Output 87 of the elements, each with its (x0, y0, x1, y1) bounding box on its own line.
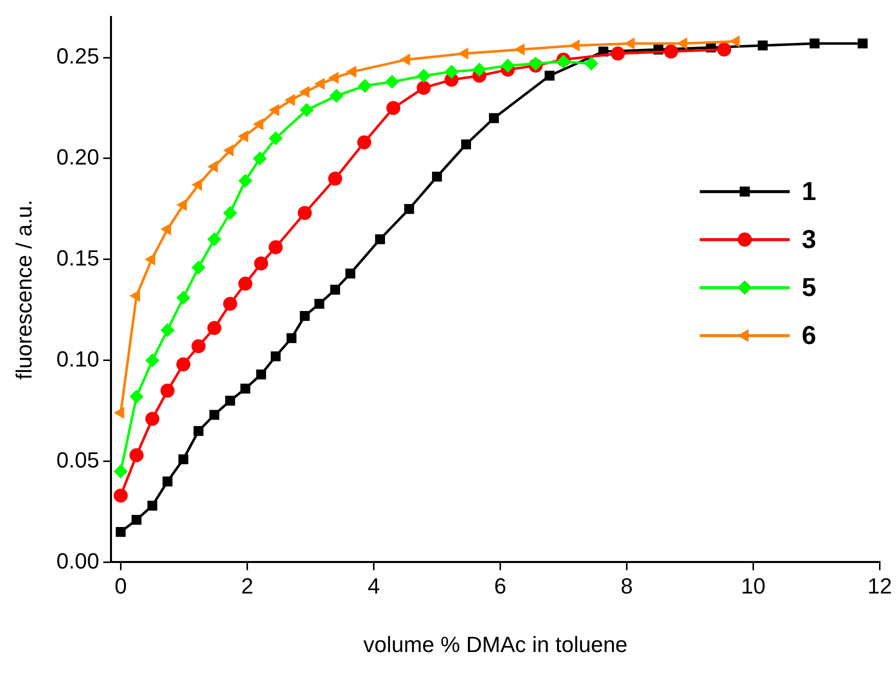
y-tick-label: 0.00 (56, 548, 100, 574)
point (810, 38, 820, 48)
point (209, 410, 220, 420)
point (252, 151, 267, 166)
point (192, 260, 206, 274)
x-axis-title: volume % DMAc in toluene (363, 632, 628, 657)
point (147, 500, 158, 511)
point (116, 526, 126, 537)
point (256, 370, 266, 380)
point (132, 514, 142, 525)
point (385, 74, 400, 89)
point (160, 223, 172, 236)
point (238, 174, 252, 188)
legend-label: 5 (802, 272, 816, 302)
point (330, 284, 340, 295)
point (178, 454, 188, 464)
point (472, 62, 486, 77)
point (758, 40, 768, 50)
point (717, 42, 732, 56)
point (194, 426, 204, 436)
point (432, 172, 442, 182)
y-tick-label: 0.20 (56, 144, 100, 170)
point (268, 240, 283, 254)
point (358, 78, 372, 93)
point (345, 268, 356, 278)
point (225, 396, 236, 406)
y-tick-label: 0.10 (56, 346, 100, 372)
point (584, 56, 598, 71)
point (416, 68, 431, 83)
point (386, 101, 400, 116)
point (130, 390, 144, 404)
point (299, 86, 310, 98)
y-tick-label: 0.05 (56, 447, 100, 472)
point (357, 135, 372, 150)
x-tick-label: 0 (114, 573, 127, 598)
point (192, 178, 202, 191)
point (176, 357, 190, 372)
y-axis-title: fluorescence / a.u. (11, 200, 36, 380)
point (114, 464, 128, 478)
point (461, 139, 472, 150)
point (207, 232, 222, 246)
legend-label: 1 (802, 176, 816, 206)
point (298, 206, 312, 220)
x-tick-label: 8 (620, 573, 633, 598)
x-tick-label: 2 (241, 573, 254, 598)
point (238, 276, 252, 291)
point (130, 448, 144, 462)
point (488, 113, 499, 124)
point (286, 333, 296, 344)
point (404, 204, 414, 214)
point (610, 46, 625, 61)
point (207, 321, 222, 336)
point (223, 296, 238, 311)
point (500, 58, 515, 73)
y-tick-label: 0.15 (56, 245, 100, 270)
point (145, 353, 160, 368)
point (314, 298, 324, 309)
point (270, 351, 281, 362)
y-tick-label: 0.25 (56, 44, 100, 69)
point (444, 64, 459, 79)
legend-label: 6 (802, 320, 816, 350)
point (328, 172, 342, 186)
point (664, 44, 678, 59)
point (160, 384, 175, 398)
point (176, 290, 190, 305)
x-tick-label: 12 (868, 573, 892, 598)
point (375, 234, 385, 244)
point (160, 323, 175, 338)
point (192, 339, 206, 354)
point (858, 38, 868, 48)
point (145, 412, 160, 426)
point (300, 103, 314, 118)
point (268, 131, 283, 146)
point (254, 256, 268, 270)
point (544, 70, 555, 81)
x-tick-label: 4 (368, 573, 380, 598)
legend-label: 3 (802, 224, 816, 254)
point (329, 88, 344, 103)
point (223, 206, 238, 220)
point (162, 476, 172, 486)
point (416, 80, 431, 95)
point (300, 310, 310, 321)
point (240, 384, 250, 394)
x-tick-label: 10 (741, 573, 766, 598)
point (130, 290, 140, 302)
point (114, 488, 128, 503)
x-tick-label: 6 (494, 573, 506, 598)
